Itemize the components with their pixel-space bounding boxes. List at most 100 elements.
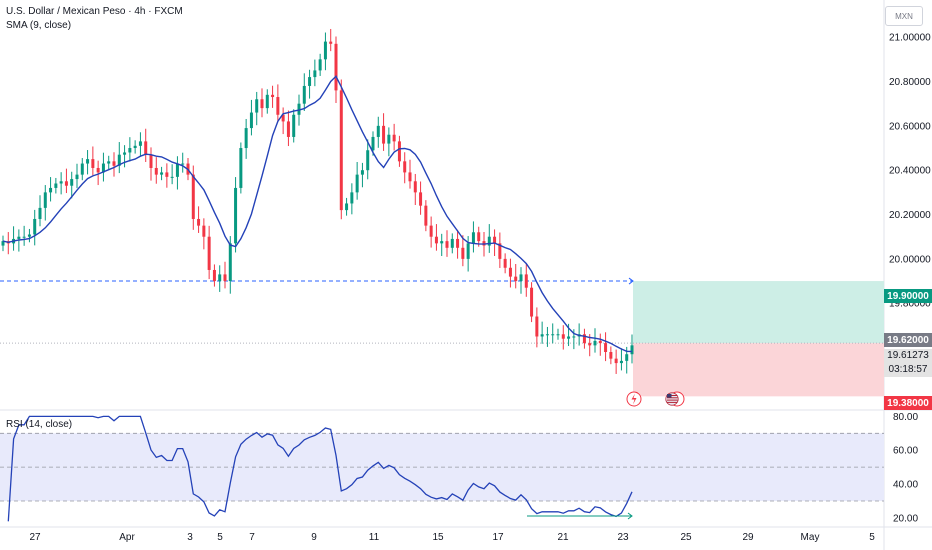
candle bbox=[197, 206, 201, 233]
rsi-line bbox=[7, 415, 633, 522]
candle-body bbox=[276, 97, 280, 115]
candle bbox=[128, 137, 132, 162]
lightning-event-icon[interactable] bbox=[626, 391, 642, 407]
candle bbox=[218, 265, 222, 292]
candle bbox=[403, 152, 407, 184]
candle bbox=[350, 183, 354, 215]
candle bbox=[117, 142, 121, 174]
candle-body bbox=[397, 141, 401, 162]
candle bbox=[260, 88, 264, 118]
candle-body bbox=[408, 172, 412, 182]
candle-body bbox=[297, 103, 301, 115]
candle bbox=[107, 155, 111, 170]
candle bbox=[202, 218, 206, 250]
candle bbox=[239, 142, 243, 194]
price-tick-label: 20.80000 bbox=[889, 77, 931, 88]
candle bbox=[175, 156, 179, 190]
rsi-panel[interactable] bbox=[0, 415, 884, 522]
price-tick-label: 21.00000 bbox=[889, 33, 931, 44]
candle-body bbox=[530, 287, 534, 317]
candle-body bbox=[202, 225, 206, 237]
candle bbox=[165, 163, 169, 188]
candle-body bbox=[123, 152, 127, 155]
candle bbox=[160, 166, 164, 181]
candle bbox=[561, 325, 565, 350]
candle-body bbox=[91, 159, 95, 168]
candle bbox=[498, 232, 502, 268]
time-axis-label: 25 bbox=[680, 532, 692, 543]
candle-body bbox=[197, 218, 201, 226]
time-axis-label: 5 bbox=[869, 532, 875, 543]
candle-body bbox=[334, 43, 338, 91]
candle bbox=[276, 84, 280, 123]
candle-body bbox=[255, 99, 259, 113]
symbol-legend[interactable]: U.S. Dollar / Mexican Peso · 4h · FXCM bbox=[6, 6, 183, 17]
candle-body bbox=[360, 170, 364, 175]
candle-body bbox=[308, 77, 312, 86]
candle-body bbox=[271, 94, 275, 98]
price-tick-label: 20.20000 bbox=[889, 210, 931, 221]
candle-body bbox=[191, 174, 195, 219]
event-markers[interactable] bbox=[626, 391, 685, 407]
price-tick-label: 20.00000 bbox=[889, 254, 931, 265]
candle bbox=[535, 307, 539, 348]
candle-body bbox=[609, 352, 613, 359]
bar-countdown: 03:18:57 bbox=[888, 364, 928, 375]
candle bbox=[123, 145, 127, 168]
candle-body bbox=[207, 236, 211, 270]
candle bbox=[450, 233, 454, 254]
time-axis-label: 21 bbox=[557, 532, 569, 543]
target-zone[interactable] bbox=[633, 281, 884, 344]
candle-body bbox=[17, 236, 21, 239]
currency-button[interactable]: MXN bbox=[885, 6, 923, 26]
price-tick-label: 20.40000 bbox=[889, 166, 931, 177]
candle bbox=[207, 225, 211, 280]
target-price-tag: 19.90000 bbox=[884, 289, 932, 303]
candle bbox=[397, 135, 401, 167]
sma-legend[interactable]: SMA (9, close) bbox=[6, 20, 72, 31]
candle-body bbox=[128, 148, 132, 153]
candle-body bbox=[33, 218, 37, 235]
candle bbox=[366, 139, 370, 180]
position-zones[interactable] bbox=[0, 277, 884, 397]
us-flag-event-icon[interactable] bbox=[665, 391, 685, 407]
candle-body bbox=[440, 241, 444, 244]
candle bbox=[582, 328, 586, 349]
candle bbox=[22, 225, 26, 246]
candles bbox=[1, 28, 634, 374]
candle bbox=[387, 127, 391, 157]
candle bbox=[334, 36, 338, 104]
candle bbox=[461, 235, 465, 267]
candle-body bbox=[64, 181, 68, 186]
candle bbox=[556, 328, 560, 340]
candle-body bbox=[80, 163, 84, 175]
candle bbox=[64, 168, 68, 194]
candle bbox=[524, 263, 528, 297]
sma-layer bbox=[2, 75, 633, 353]
current-price-value: 19.61273 bbox=[887, 350, 929, 361]
candle-body bbox=[302, 85, 306, 104]
candle bbox=[413, 173, 417, 206]
stop-zone[interactable] bbox=[633, 343, 884, 397]
candle-body bbox=[366, 150, 370, 171]
candle-body bbox=[59, 181, 63, 184]
candle-body bbox=[450, 238, 454, 248]
candle bbox=[286, 110, 290, 147]
candle-body bbox=[22, 236, 26, 238]
candle-body bbox=[144, 141, 148, 155]
candle bbox=[27, 228, 31, 243]
candle bbox=[49, 177, 53, 202]
candle-body bbox=[54, 183, 58, 188]
candle-body bbox=[419, 192, 423, 206]
current-price-block: 19.61273 03:18:57 bbox=[884, 349, 932, 377]
candle-body bbox=[551, 334, 555, 336]
candle bbox=[101, 152, 105, 182]
candle bbox=[1, 235, 5, 252]
candle-body bbox=[625, 354, 629, 361]
candle-body bbox=[413, 181, 417, 193]
candle bbox=[244, 118, 248, 159]
rsi-legend[interactable]: RSI (14, close) bbox=[6, 419, 73, 430]
candle-body bbox=[1, 241, 5, 246]
